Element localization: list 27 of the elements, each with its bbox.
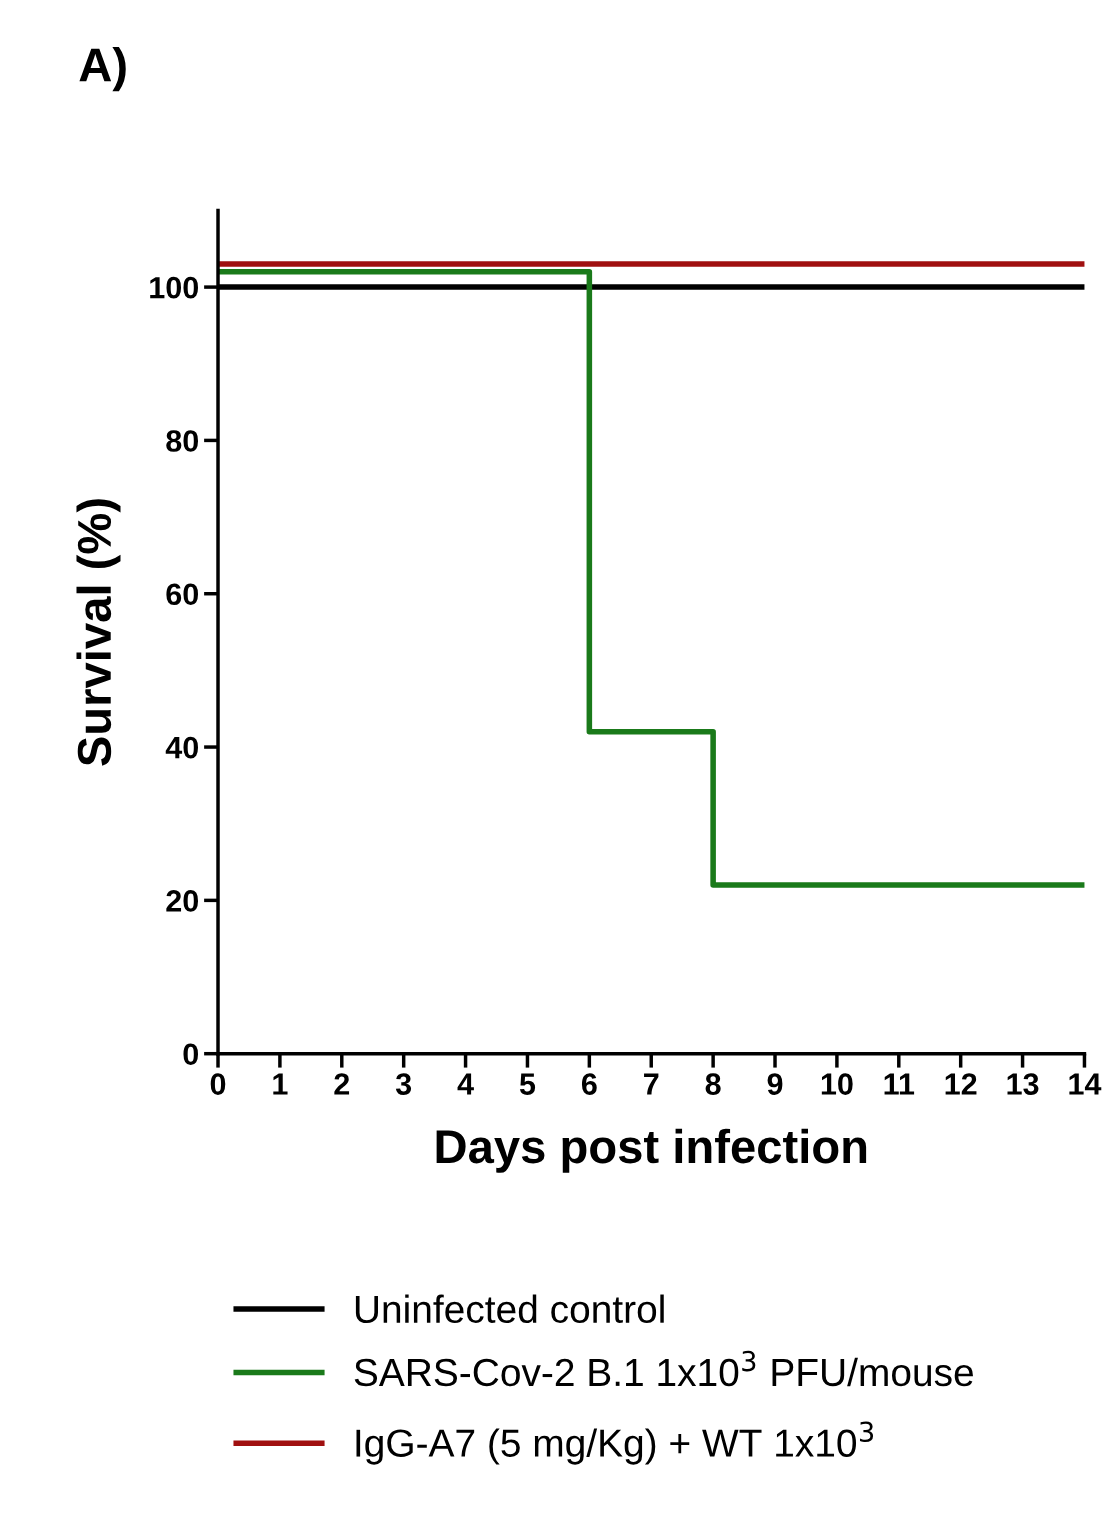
x-tick-label: 1 — [273, 1073, 288, 1095]
x-tick-label: 14 — [1069, 1073, 1102, 1095]
chart-title: A) — [79, 47, 126, 92]
y-tick-label: 0 — [183, 1043, 199, 1066]
legend-label: IgG-A7 (5 mg/Kg) + WT 1x10$^{3}$ — [356, 1421, 874, 1465]
x-tick-label: 12 — [945, 1073, 977, 1095]
y-tick-label: 20 — [166, 890, 199, 912]
x-tick-label: 8 — [705, 1073, 721, 1095]
x-axis-title: Days post infection — [436, 1128, 867, 1173]
x-tick-label: 9 — [767, 1073, 783, 1095]
legend-label: SARS-Cov-2 B.1 1x10$^{3}$ PFU/mouse — [354, 1350, 973, 1387]
x-tick-label: 3 — [395, 1073, 412, 1095]
x-tick-label: 0 — [210, 1073, 226, 1095]
legend-label: Uninfected control — [355, 1294, 664, 1324]
y-axis-title: Survival (%) — [76, 499, 121, 766]
x-tick-label: 2 — [334, 1073, 350, 1095]
y-tick-label: 40 — [165, 736, 199, 759]
y-tick-label: 60 — [166, 583, 199, 606]
x-tick-label: 7 — [644, 1073, 659, 1095]
y-tick-label: 80 — [166, 430, 199, 452]
x-tick-label: 6 — [581, 1073, 597, 1095]
x-tick-label: 4 — [457, 1073, 474, 1095]
x-tick-label: 11 — [884, 1073, 915, 1095]
x-tick-label: 13 — [1007, 1073, 1039, 1095]
x-tick-label: 5 — [519, 1073, 536, 1095]
x-tick-label: 10 — [821, 1073, 853, 1095]
y-tick-label: 100 — [150, 276, 199, 299]
